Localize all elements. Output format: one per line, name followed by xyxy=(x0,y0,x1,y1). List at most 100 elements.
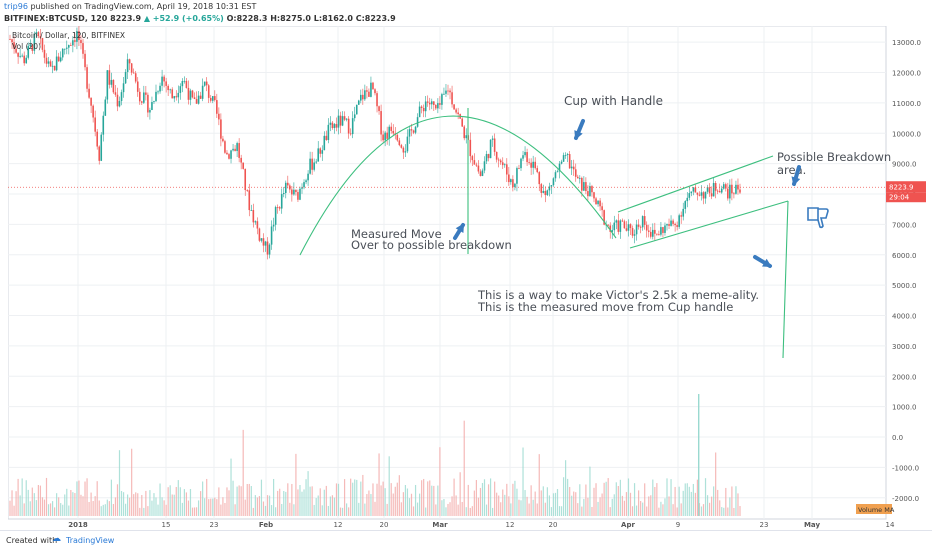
candles xyxy=(9,25,741,260)
volume-bar xyxy=(127,494,129,516)
volume-bar xyxy=(17,478,19,516)
volume-bar xyxy=(500,502,502,516)
volume-bar xyxy=(78,480,80,516)
author-link[interactable]: trip96 xyxy=(4,2,28,11)
candle-body xyxy=(43,49,46,58)
candle-body xyxy=(485,154,488,162)
volume-bar xyxy=(540,490,542,516)
volume-bar xyxy=(35,500,37,516)
volume-bar xyxy=(431,485,433,516)
time-tick: Mar xyxy=(432,521,448,529)
candle-body xyxy=(439,103,441,105)
volume-bar xyxy=(297,489,299,516)
candle-body xyxy=(207,85,210,98)
candle-body xyxy=(258,228,261,241)
volume-bar xyxy=(698,503,701,516)
volume-bar xyxy=(183,489,185,516)
volume-bar xyxy=(627,478,630,516)
volume-bar xyxy=(279,488,281,516)
candle-body xyxy=(445,90,447,94)
candle-body xyxy=(266,241,269,255)
candle-body xyxy=(372,82,374,90)
candle-body xyxy=(526,152,528,163)
volume-bar xyxy=(11,490,13,516)
candle-body xyxy=(343,116,346,120)
volume-bar xyxy=(84,481,86,516)
volume-bar xyxy=(264,505,267,516)
price-tick: 0.0 xyxy=(892,434,903,442)
tradingview-brand[interactable]: TradingView xyxy=(66,536,115,545)
volume-bar xyxy=(406,488,409,516)
candle-body xyxy=(548,186,551,191)
volume-bar xyxy=(112,503,115,516)
candle-body xyxy=(534,161,536,169)
price-tick: -1000.0 xyxy=(892,464,919,472)
volume-bar xyxy=(471,506,473,516)
price-chart[interactable]: 13000.012000.011000.010000.09000.08000.0… xyxy=(7,25,928,530)
candle-body xyxy=(690,191,693,194)
volume-bar xyxy=(723,507,725,516)
volume-bar xyxy=(449,502,451,516)
candle-body xyxy=(145,92,147,95)
volume-bar xyxy=(660,501,662,516)
candle-body xyxy=(426,101,429,103)
candle-body xyxy=(68,45,70,48)
volume-bar xyxy=(400,502,402,516)
volume-bar xyxy=(621,495,623,516)
candle-body xyxy=(232,148,234,151)
candle-body xyxy=(193,97,196,100)
candle-body xyxy=(325,135,328,140)
candle-body xyxy=(649,231,652,237)
volume-bar xyxy=(323,489,325,516)
volume-bar xyxy=(664,498,666,516)
candle-body xyxy=(449,90,451,93)
candle-body xyxy=(360,94,362,101)
candle-body xyxy=(465,135,468,139)
candle-body xyxy=(53,65,56,71)
time-tick: May xyxy=(804,521,820,529)
volume-bar xyxy=(597,501,599,516)
candle-body xyxy=(240,157,242,163)
candle-body xyxy=(712,183,715,197)
volume-bar xyxy=(435,504,437,516)
volume-bar xyxy=(45,477,48,516)
candle-body xyxy=(727,188,729,199)
volume-bar xyxy=(21,478,23,516)
volume-bar xyxy=(644,483,646,516)
annotation-text: This is the measured move from Cup handl… xyxy=(477,300,733,314)
candle-body xyxy=(647,230,650,232)
volume-bar xyxy=(402,492,404,516)
volume-bar xyxy=(469,507,471,516)
volume-bar xyxy=(262,501,265,516)
volume-bar xyxy=(228,490,230,516)
candle-body xyxy=(692,187,695,192)
volume-bar xyxy=(74,493,76,516)
candle-body xyxy=(542,190,545,193)
volume-bar xyxy=(325,485,327,516)
candle-body xyxy=(455,109,457,113)
volume-bar xyxy=(706,495,709,516)
candle-body xyxy=(351,118,354,135)
volume-bar xyxy=(672,504,674,516)
volume-legend: Vol (20) xyxy=(12,42,41,51)
price-tick: 6000.0 xyxy=(892,252,917,260)
volume-bar xyxy=(197,500,200,516)
volume-bar xyxy=(181,502,183,516)
volume-bar xyxy=(33,493,35,516)
candle-body xyxy=(497,159,500,161)
price-tick: 11000.0 xyxy=(892,100,921,108)
candle-body xyxy=(550,185,553,187)
chart-area[interactable]: 13000.012000.011000.010000.09000.08000.0… xyxy=(7,25,928,530)
volume-bar xyxy=(414,484,417,516)
candle-body xyxy=(191,90,194,98)
time-tick: 20 xyxy=(380,521,389,529)
volume-bar xyxy=(260,479,263,516)
volume-bar xyxy=(106,499,108,516)
candle-body xyxy=(149,109,151,113)
volume-bar xyxy=(429,480,431,516)
candle-body xyxy=(433,101,435,105)
volume-bar xyxy=(114,497,117,516)
candle-body xyxy=(514,183,516,188)
candle-body xyxy=(339,115,342,126)
candle-body xyxy=(619,220,622,232)
